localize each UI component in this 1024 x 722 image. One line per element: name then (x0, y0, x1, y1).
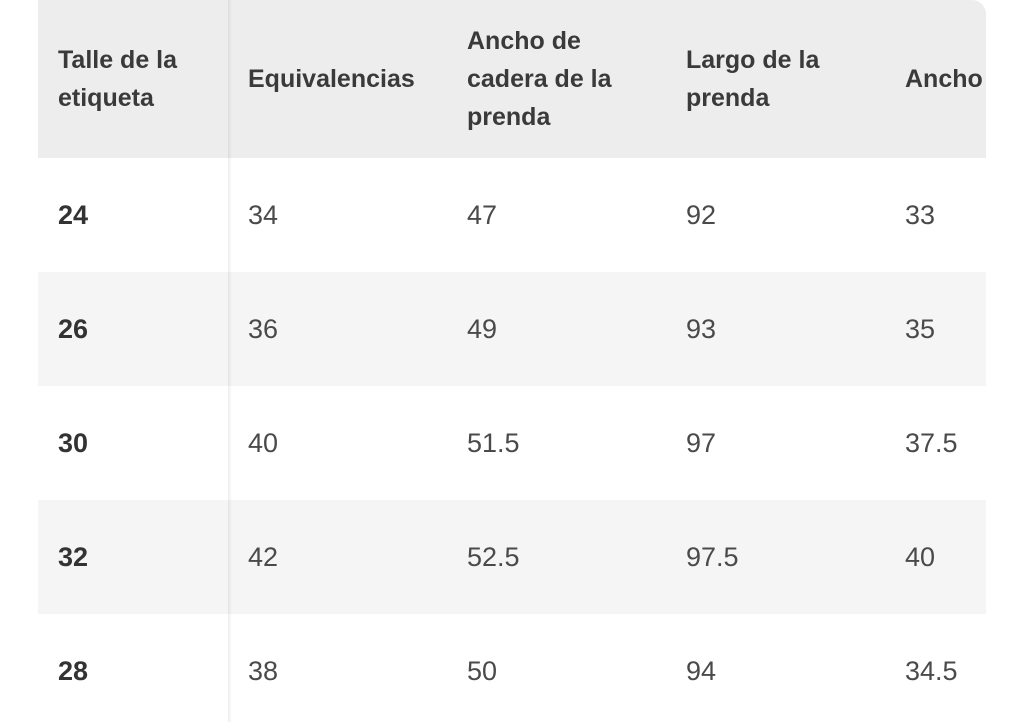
header-equivalences: Equivalencias (248, 65, 415, 93)
length-value: 94 (686, 655, 717, 686)
equivalence-value: 38 (248, 655, 279, 686)
hip-width-value: 50 (467, 655, 498, 686)
hip-width-value: 51.5 (467, 427, 520, 458)
length-value: 97 (686, 427, 717, 458)
header-length: Largo de la prenda (686, 46, 820, 112)
size-table[interactable]: Talle de la etiqueta Equivalencias Ancho… (38, 0, 986, 722)
hip-width-value: 47 (467, 199, 498, 230)
waist-width-value: 34.5 (905, 655, 958, 686)
size-label: 28 (58, 655, 89, 686)
size-label: 30 (58, 427, 89, 458)
table-header-row: Talle de la etiqueta Equivalencias Ancho… (38, 0, 986, 158)
waist-width-value: 40 (905, 541, 936, 572)
table-row: 24 34 47 92 33 (38, 158, 986, 272)
header-label-size: Talle de la etiqueta (58, 46, 178, 112)
length-value: 97.5 (686, 541, 739, 572)
header-hip-width: Ancho de cadera de la prenda (467, 27, 612, 131)
waist-width-value: 33 (905, 199, 936, 230)
size-label: 32 (58, 541, 89, 572)
size-label: 24 (58, 199, 89, 230)
header-waist-width: Ancho de cintura de la prenda (905, 65, 986, 93)
equivalence-value: 42 (248, 541, 279, 572)
hip-width-value: 52.5 (467, 541, 520, 572)
size-label: 26 (58, 313, 89, 344)
hip-width-value: 49 (467, 313, 498, 344)
equivalence-value: 36 (248, 313, 279, 344)
equivalence-value: 34 (248, 199, 279, 230)
length-value: 92 (686, 199, 717, 230)
length-value: 93 (686, 313, 717, 344)
table-row: 26 36 49 93 35 (38, 272, 986, 386)
equivalence-value: 40 (248, 427, 279, 458)
table-row: 32 42 52.5 97.5 40 (38, 500, 986, 614)
table-row: 30 40 51.5 97 37.5 (38, 386, 986, 500)
waist-width-value: 37.5 (905, 427, 958, 458)
waist-width-value: 35 (905, 313, 936, 344)
table-row: 28 38 50 94 34.5 (38, 614, 986, 722)
